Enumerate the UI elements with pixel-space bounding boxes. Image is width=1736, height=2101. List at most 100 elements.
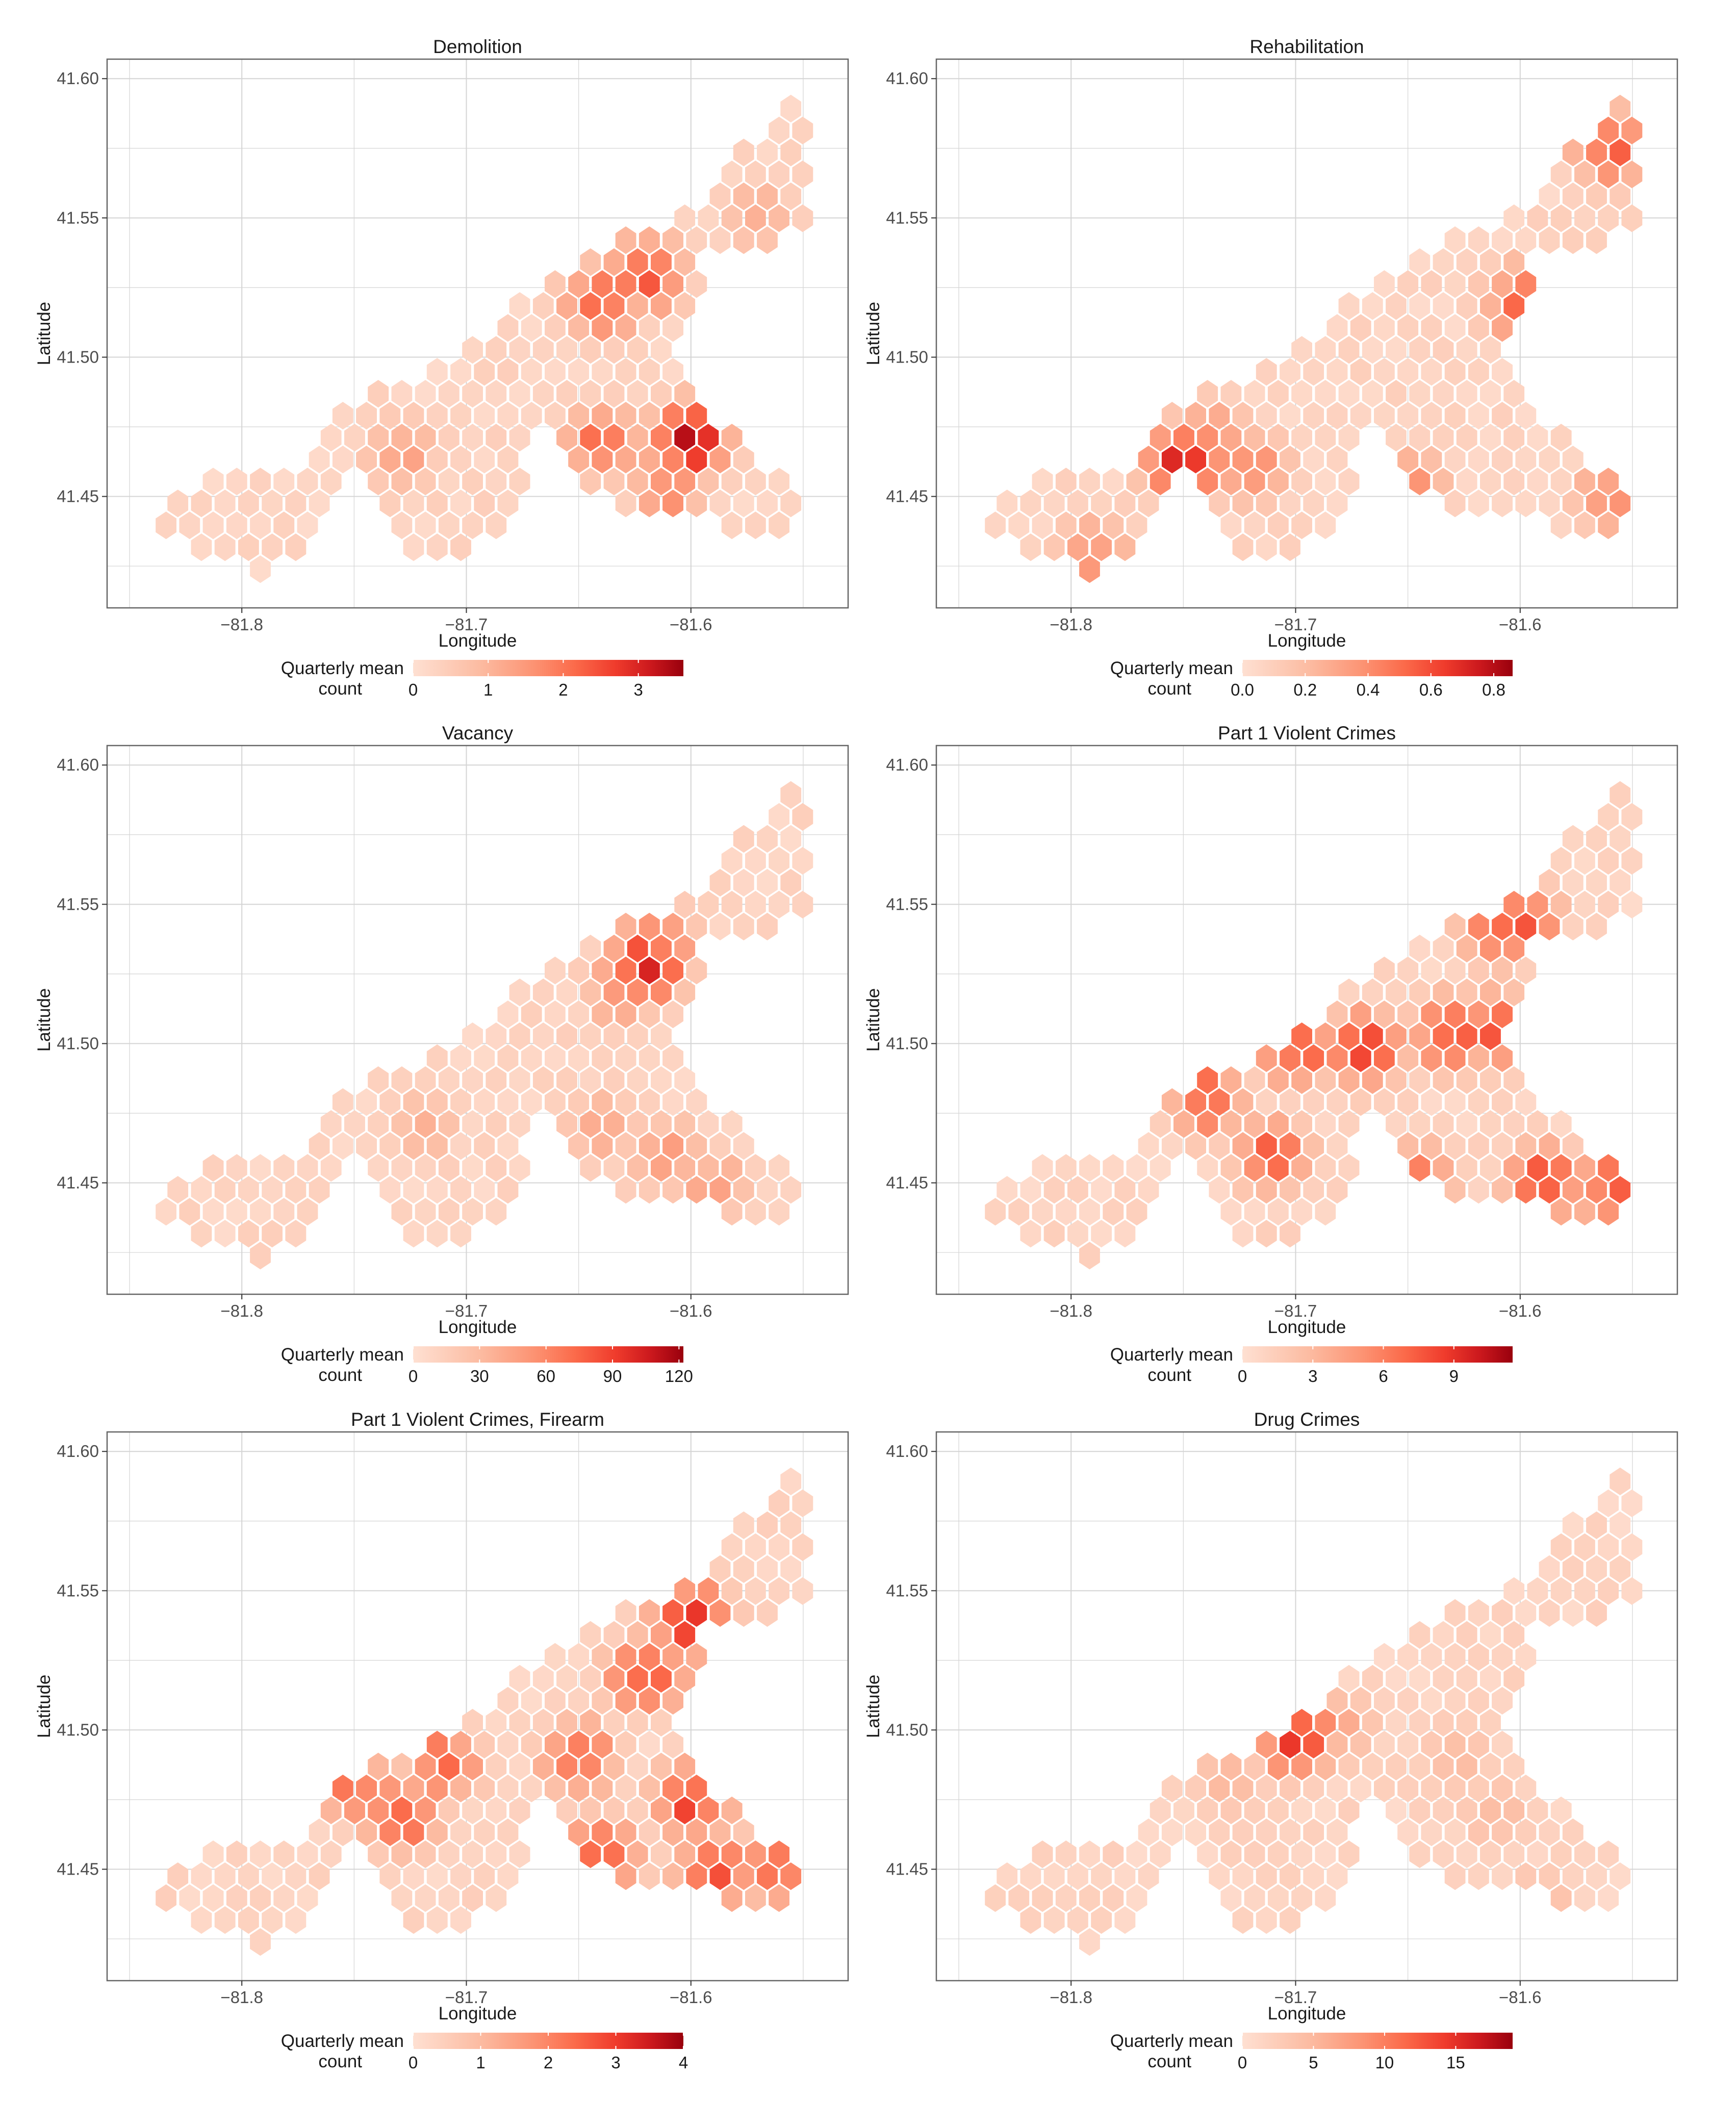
hexbin-cell — [344, 424, 365, 452]
hexbin-cell — [1574, 1198, 1595, 1226]
hexbin-cell — [521, 1731, 542, 1759]
colorbar-tick-label: 1 — [476, 2053, 485, 2072]
hexbin-cell — [1126, 1198, 1147, 1226]
hexbin-cell — [356, 1088, 377, 1116]
colorbar-tick-label: 0.6 — [1419, 680, 1443, 699]
hexbin-cell — [1315, 1884, 1336, 1912]
colorbar-tick-label: 5 — [1309, 2053, 1318, 2072]
hexbin-cell — [627, 1840, 648, 1868]
hexbin-cell — [1291, 1066, 1312, 1094]
hexbin-cell — [462, 511, 483, 540]
hexbin-cell — [1480, 292, 1501, 320]
hexbin-cell — [1515, 1132, 1537, 1160]
hexbin-cell — [615, 956, 636, 985]
legend-title-line2: count — [318, 2052, 362, 2071]
hexbin-cell — [985, 1198, 1006, 1226]
colorbar-tick-label: 2 — [544, 2053, 553, 2072]
hexbin-cell — [545, 402, 566, 430]
hexbin-cell — [1456, 1709, 1477, 1737]
hexbin-cell — [545, 1001, 566, 1029]
x-tick-label: −81.7 — [1274, 1988, 1317, 2007]
hexbin-cell — [1291, 1154, 1312, 1182]
hexbin-cell — [179, 1198, 200, 1226]
hexbin-cell — [698, 1154, 719, 1182]
colorbar — [1242, 1346, 1513, 1363]
hexbin-cell — [214, 533, 236, 561]
hexbin-cell — [273, 511, 295, 540]
hexbin-cell — [651, 1154, 672, 1182]
hexbin-cell — [1610, 1176, 1631, 1204]
hexbin-cell — [426, 1044, 448, 1072]
hexbin-cell — [603, 1066, 625, 1094]
hexbin-cell — [1397, 1132, 1419, 1160]
hexbin-cell — [568, 358, 590, 386]
hexbin-cell — [686, 446, 707, 474]
hexbin-cell — [1397, 270, 1419, 298]
hexbin-cell — [403, 402, 424, 430]
hexbin-cell — [592, 1044, 613, 1072]
hexbin-cell — [1492, 1176, 1513, 1204]
hexbin-cell — [733, 1132, 754, 1160]
hexbin-cell — [1539, 446, 1560, 474]
panel-6: Drug Crimes −81.8 −81.7 −81.6 41.45 41.50 41.5… — [863, 1409, 1678, 2072]
hexbin-cell — [1433, 934, 1454, 963]
hexbin-cell — [615, 1132, 636, 1160]
hexbin-cell — [1079, 555, 1100, 583]
hexbin-cell — [391, 1198, 413, 1226]
hexbin-cell — [415, 1154, 436, 1182]
hexbin-cell — [474, 1775, 495, 1803]
hexbin-cell — [615, 1731, 636, 1759]
hexbin-cell — [1138, 1176, 1159, 1204]
hexbin-cell — [497, 1001, 519, 1029]
hexbin-cell — [1126, 1840, 1147, 1868]
hexbin-cell — [615, 270, 636, 298]
hexbin-cell — [309, 1862, 330, 1890]
hexbin-cell — [556, 1709, 577, 1737]
hexbin-cell — [1291, 1797, 1312, 1825]
hexbin-cell — [627, 1110, 648, 1138]
hexbin-cell — [615, 1818, 636, 1847]
hexbin-cell — [733, 1862, 754, 1890]
hexbin-cell — [1267, 511, 1289, 540]
hexbin-cell — [1468, 402, 1489, 430]
hexbin-cell — [1209, 446, 1230, 474]
hexbin-cell — [592, 270, 613, 298]
hexbin-cell — [450, 358, 471, 386]
hexbin-cell — [1539, 1818, 1560, 1847]
x-tick-label: −81.6 — [670, 615, 712, 634]
hexbin-cell — [556, 1022, 577, 1050]
hexbin-cell — [1480, 1709, 1501, 1737]
hexbin-cell — [509, 1797, 530, 1825]
hexbin-cell — [1492, 402, 1513, 430]
hexbin-cell — [1138, 1862, 1159, 1890]
hexbin-cell — [1185, 402, 1206, 430]
hexbin-cell — [615, 912, 636, 941]
hexbin-cell — [1256, 358, 1277, 386]
hexbin-cell — [580, 934, 601, 963]
hexbin-cell — [1091, 1176, 1112, 1204]
hexbin-cell — [1315, 1066, 1336, 1094]
hexbin-cell — [1161, 402, 1183, 430]
hexbin-cell — [651, 1621, 672, 1649]
hexbin-cell — [1433, 1066, 1454, 1094]
hexbin-cell — [733, 226, 754, 254]
hexbin-cell — [545, 956, 566, 985]
hexbin-cell — [674, 248, 696, 276]
hexbin-cell — [1326, 1862, 1348, 1890]
hexbin-cell — [1267, 424, 1289, 452]
hexbin-layer — [985, 94, 1643, 583]
hexbin-cell — [1185, 1775, 1206, 1803]
hexbin-cell — [1598, 511, 1619, 540]
hexbin-layer — [985, 1467, 1643, 1956]
hexbin-cell — [1480, 1621, 1501, 1649]
hexbin-cell — [639, 1001, 660, 1029]
hexbin-cell — [603, 380, 625, 408]
hexbin-cell — [733, 1511, 754, 1540]
hexbin-cell — [474, 402, 495, 430]
hexbin-cell — [556, 336, 577, 364]
hexbin-cell — [792, 1489, 813, 1518]
hexbin-cell — [545, 1775, 566, 1803]
hexbin-cell — [1433, 978, 1454, 1007]
hexbin-cell — [1562, 1176, 1584, 1204]
hexbin-cell — [1374, 1088, 1395, 1116]
